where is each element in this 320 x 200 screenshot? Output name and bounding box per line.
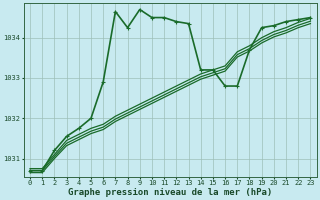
X-axis label: Graphe pression niveau de la mer (hPa): Graphe pression niveau de la mer (hPa) bbox=[68, 188, 272, 197]
